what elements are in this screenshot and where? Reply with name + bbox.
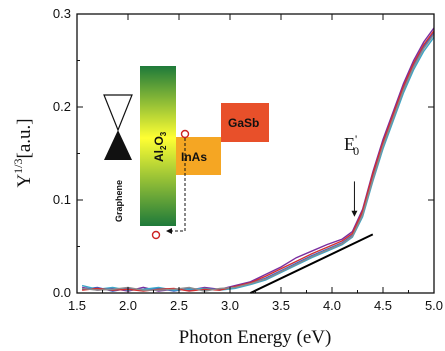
x-tick-label: 3.5 [272,298,290,313]
x-axis: 1.5 2.0 2.5 3.0 3.5 4.0 4.5 5.0 [68,14,443,313]
gasb-label: GaSb [228,116,259,130]
x-tick-label: 4.0 [323,298,341,313]
y-tick-label: 0.3 [53,6,71,21]
electron-path-arrowhead [166,228,172,234]
x-tick-label: 2.5 [170,298,188,313]
x-tick-label: 4.5 [374,298,392,313]
threshold-arrowhead [351,210,358,217]
y-axis-title: Y1/3[a.u.] [11,118,35,187]
graphene-cone-lower [104,130,132,160]
inas-label: InAs [181,150,207,164]
threshold-fit-line [249,233,374,294]
x-tick-label: 1.5 [68,298,86,313]
threshold-annotation: E' 0 [344,132,359,158]
electron-path [170,138,186,232]
x-tick-label: 5.0 [425,298,443,313]
y-axis: 0.0 0.1 0.2 0.3 [53,6,434,300]
band-diagram-inset: Graphene Al2O3 InAs GaSb [103,66,269,240]
y-tick-label: 0.2 [53,99,71,114]
y-tick-label: 0.1 [53,192,71,207]
x-axis-title: Photon Energy (eV) [179,327,332,348]
series-line-5 [82,34,435,292]
oxide-layer [140,66,176,226]
gasb-block [221,103,269,142]
graphene-label: Graphene [114,180,124,222]
x-tick-label: 2.0 [119,298,137,313]
oxide-label: Al2O3 [152,131,168,162]
y-tick-label: 0.0 [53,285,71,300]
inas-block [176,137,221,175]
series-line-3 [81,36,435,291]
series-layer [81,27,435,292]
graphene-cone-upper [103,94,133,132]
electron-end [151,230,161,240]
x-tick-label: 3.0 [221,298,239,313]
electron-start [180,129,190,139]
